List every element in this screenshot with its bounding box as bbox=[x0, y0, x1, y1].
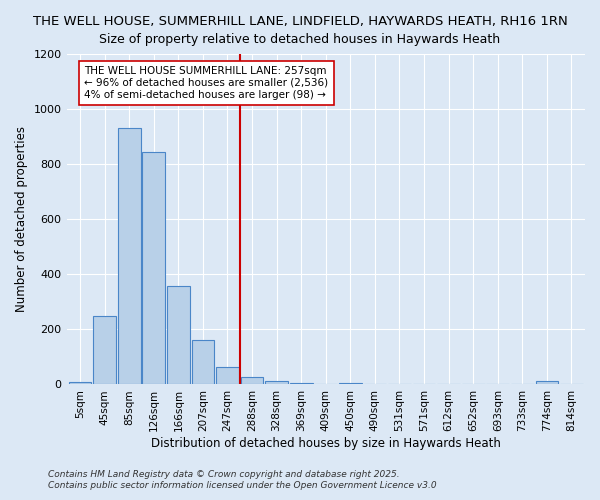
Bar bbox=[536, 381, 558, 384]
Bar bbox=[94, 316, 116, 384]
Bar bbox=[241, 376, 263, 384]
Bar bbox=[265, 381, 288, 384]
Bar bbox=[216, 366, 239, 384]
Bar bbox=[118, 128, 140, 384]
Y-axis label: Number of detached properties: Number of detached properties bbox=[15, 126, 28, 312]
Text: THE WELL HOUSE SUMMERHILL LANE: 257sqm
← 96% of detached houses are smaller (2,5: THE WELL HOUSE SUMMERHILL LANE: 257sqm ←… bbox=[85, 66, 329, 100]
Bar bbox=[69, 382, 91, 384]
Bar bbox=[142, 152, 165, 384]
Text: Contains HM Land Registry data © Crown copyright and database right 2025.
Contai: Contains HM Land Registry data © Crown c… bbox=[48, 470, 437, 490]
Text: Size of property relative to detached houses in Haywards Heath: Size of property relative to detached ho… bbox=[100, 32, 500, 46]
Text: THE WELL HOUSE, SUMMERHILL LANE, LINDFIELD, HAYWARDS HEATH, RH16 1RN: THE WELL HOUSE, SUMMERHILL LANE, LINDFIE… bbox=[32, 15, 568, 28]
Bar bbox=[290, 383, 313, 384]
X-axis label: Distribution of detached houses by size in Haywards Heath: Distribution of detached houses by size … bbox=[151, 437, 501, 450]
Bar bbox=[191, 340, 214, 384]
Bar bbox=[339, 383, 362, 384]
Bar bbox=[167, 286, 190, 384]
